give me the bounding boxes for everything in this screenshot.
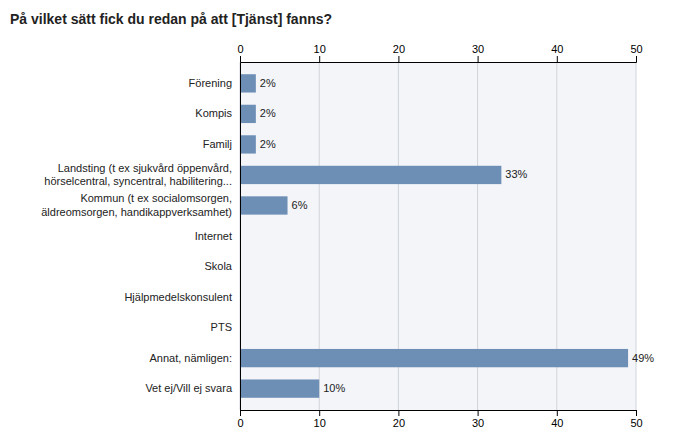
data-label: 10% — [323, 382, 345, 394]
bar — [240, 166, 501, 184]
x-tick: 50 — [630, 43, 642, 62]
data-label: 2% — [260, 138, 276, 150]
x-axis-top: 0 10 20 30 40 50 — [237, 43, 642, 63]
title: På vilket sätt fick du redan på att [Tjä… — [10, 11, 332, 27]
grid — [240, 62, 636, 410]
x-tick: 30 — [472, 410, 484, 429]
y-tick-label: PTS — [211, 321, 232, 333]
y-tick: PTS — [211, 321, 232, 333]
bar — [240, 379, 319, 397]
data-label: 2% — [260, 77, 276, 89]
y-tick: Skola — [204, 260, 232, 272]
y-tick-label: Kommun (t ex socialomsorgen, äldreomsorge… — [41, 192, 232, 217]
x-tick: 20 — [393, 43, 405, 62]
x-tick: 0 — [237, 43, 243, 62]
x-axis-line — [241, 411, 637, 417]
x-tick: 10 — [314, 410, 326, 429]
x-tick-label: 50 — [630, 417, 642, 429]
plot: 0 10 20 30 40 50 0 10 20 30 40 50 Förening Kompis Fami… — [41, 43, 654, 429]
grid-line — [240, 62, 241, 410]
x-tick-label: 40 — [551, 43, 563, 55]
y-tick: Landsting (t ex sjukvård öppenvård,hörse… — [44, 162, 232, 187]
y-tick-label-line: Landsting (t ex sjukvård öppenvård, — [58, 162, 232, 174]
x-tick-label: 30 — [472, 43, 484, 55]
x-tick-label: 10 — [314, 43, 326, 55]
y-tick-label: Förening — [189, 77, 232, 89]
x-tick: 40 — [551, 43, 563, 62]
y-tick: Familj — [203, 138, 232, 150]
y-tick: Vet ej/Vill ej svara — [145, 382, 233, 394]
data-label: 49% — [632, 352, 654, 364]
y-tick-label: Internet — [195, 230, 232, 242]
y-tick-label: Kompis — [195, 107, 232, 119]
data-labels: 2% 2% 2% 33% 6% 49% 10% — [260, 77, 654, 394]
y-tick-label-line: hörselcentral, syncentral, habilitering.… — [44, 175, 232, 187]
y-tick-label-line: Familj — [203, 138, 232, 150]
y-tick-label: Hjälpmedelskonsulent — [124, 291, 232, 303]
y-tick-label-line: Förening — [189, 77, 232, 89]
y-tick: Internet — [195, 230, 232, 242]
x-tick-label: 40 — [551, 417, 563, 429]
y-tick-label-line: Kompis — [195, 107, 232, 119]
y-tick-label: Vet ej/Vill ej svara — [145, 382, 233, 394]
x-tick-label: 30 — [472, 417, 484, 429]
x-tick-label: 50 — [630, 43, 642, 55]
y-tick-label: Landsting (t ex sjukvård öppenvård,hörse… — [44, 162, 232, 187]
x-tick: 50 — [630, 410, 642, 429]
x-tick-mark — [398, 410, 399, 416]
bar — [240, 349, 628, 367]
y-tick-label-line: Kommun (t ex socialomsorgen, — [80, 192, 232, 204]
y-tick: Hjälpmedelskonsulent — [124, 291, 232, 303]
y-tick-label-line: Hjälpmedelskonsulent — [124, 291, 232, 303]
chart: På vilket sätt fick du redan på att [Tjä… — [0, 0, 681, 440]
x-tick-label: 0 — [237, 43, 243, 55]
bar — [240, 135, 256, 153]
x-tick-label: 20 — [393, 43, 405, 55]
x-tick-mark — [240, 410, 241, 416]
bar — [240, 196, 288, 214]
y-axis: Förening Kompis Familj Landsting (t ex sjuk… — [41, 63, 240, 411]
y-tick-label: Annat, nämligen: — [149, 352, 232, 364]
x-tick-mark — [557, 410, 558, 416]
x-tick-mark — [319, 56, 320, 62]
x-tick: 40 — [551, 410, 563, 429]
bar — [240, 74, 256, 92]
x-tick-mark — [636, 56, 637, 62]
y-tick: Annat, nämligen: — [149, 352, 232, 364]
data-label: 33% — [505, 168, 527, 180]
y-tick-label-line: Vet ej/Vill ej svara — [145, 382, 233, 394]
x-axis-line — [241, 56, 637, 63]
y-tick-label: Skola — [204, 260, 232, 272]
x-tick-mark — [398, 56, 399, 62]
plot-background — [240, 62, 636, 410]
x-tick: 0 — [237, 410, 243, 429]
x-tick-mark — [478, 410, 479, 416]
x-tick-mark — [478, 56, 479, 62]
x-tick-mark — [636, 410, 637, 416]
bars — [240, 74, 628, 398]
data-label: 2% — [260, 107, 276, 119]
x-tick-mark — [557, 56, 558, 62]
x-tick: 30 — [472, 43, 484, 62]
x-tick-label: 0 — [237, 417, 243, 429]
y-tick-label-line: Skola — [204, 260, 232, 272]
x-tick-mark — [319, 410, 320, 416]
x-tick-label: 20 — [393, 417, 405, 429]
y-tick-label-line: äldreomsorgen, handikappverksamhet) — [41, 206, 232, 218]
y-tick: Kommun (t ex socialomsorgen, äldreomsorge… — [41, 192, 232, 217]
y-tick-label-line: Internet — [195, 230, 232, 242]
x-axis-bottom: 0 10 20 30 40 50 — [237, 410, 642, 429]
x-tick: 10 — [314, 43, 326, 62]
bar — [240, 105, 256, 123]
y-tick: Förening — [189, 77, 232, 89]
data-label: 6% — [292, 199, 308, 211]
x-tick-mark — [240, 56, 241, 62]
y-tick-label: Familj — [203, 138, 232, 150]
y-tick-label-line: PTS — [211, 321, 232, 333]
y-axis-line — [240, 63, 241, 411]
x-tick: 20 — [393, 410, 405, 429]
y-tick-label-line: Annat, nämligen: — [149, 352, 232, 364]
y-tick: Kompis — [195, 107, 232, 119]
x-tick-label: 10 — [314, 417, 326, 429]
